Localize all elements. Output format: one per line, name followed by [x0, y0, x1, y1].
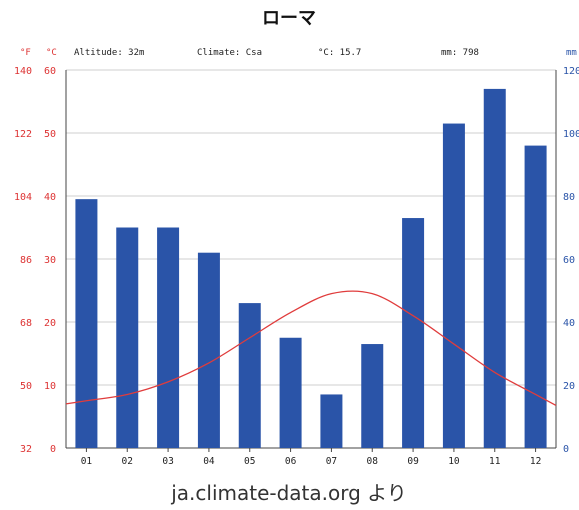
tick-celsius: 30	[44, 255, 56, 266]
bar-01	[75, 199, 98, 448]
tick-mm: 120	[563, 66, 579, 77]
tick-month: 01	[81, 456, 93, 467]
tick-month: 06	[285, 456, 297, 467]
tick-celsius: 60	[44, 66, 56, 77]
info-altitude: Altitude: 32m	[74, 48, 144, 58]
tick-celsius: 20	[44, 318, 56, 329]
temperature-line	[65, 290, 557, 407]
info-precip: mm: 798	[441, 48, 479, 58]
tick-mm: 20	[563, 381, 575, 392]
unit-fahrenheit: °F	[20, 48, 31, 58]
bar-09	[402, 218, 425, 448]
grid	[65, 69, 557, 449]
tick-month: 11	[489, 456, 501, 467]
info-temp: °C: 15.7	[318, 48, 361, 58]
bar-02	[116, 227, 139, 448]
tick-fahrenheit: 104	[14, 192, 32, 203]
info-climate: Climate: Csa	[197, 48, 262, 58]
tick-fahrenheit: 122	[14, 129, 32, 140]
bar-05	[238, 303, 261, 448]
bar-12	[524, 145, 547, 448]
tick-month: 04	[203, 456, 215, 467]
bar-11	[483, 88, 506, 449]
tick-month: 07	[326, 456, 337, 467]
tick-celsius: 10	[44, 381, 56, 392]
bar-08	[361, 344, 384, 448]
tick-fahrenheit: 86	[20, 255, 32, 266]
tick-month: 10	[448, 456, 460, 467]
bar-10	[442, 123, 465, 449]
tick-celsius: 50	[44, 129, 56, 140]
tick-month: 03	[162, 456, 173, 467]
tick-mm: 40	[563, 318, 575, 329]
tick-month: 08	[367, 456, 379, 467]
axis-ticks: 3250688610412214001020304050600204060801…	[14, 66, 579, 467]
tick-month: 09	[407, 456, 419, 467]
tick-month: 12	[530, 456, 541, 467]
bar-04	[197, 252, 220, 448]
tick-mm: 0	[563, 444, 569, 455]
chart-title: ローマ	[262, 8, 316, 29]
tick-fahrenheit: 68	[20, 318, 32, 329]
tick-celsius: 40	[44, 192, 56, 203]
tick-fahrenheit: 32	[20, 444, 32, 455]
tick-month: 02	[122, 456, 133, 467]
tick-fahrenheit: 50	[20, 381, 32, 392]
bar-06	[279, 337, 302, 448]
tick-mm: 80	[563, 192, 575, 203]
temperature-curve	[65, 290, 557, 407]
bar-07	[320, 394, 343, 448]
tick-mm: 100	[563, 129, 579, 140]
tick-celsius: 0	[50, 444, 56, 455]
unit-mm: mm	[566, 48, 577, 58]
tick-fahrenheit: 140	[14, 66, 32, 77]
precipitation-bars	[75, 88, 547, 449]
tick-mm: 60	[563, 255, 575, 266]
source-caption: ja.climate-data.org より	[170, 481, 407, 505]
unit-celsius: °C	[46, 48, 57, 58]
tick-month: 05	[244, 456, 255, 467]
bar-03	[157, 227, 180, 448]
